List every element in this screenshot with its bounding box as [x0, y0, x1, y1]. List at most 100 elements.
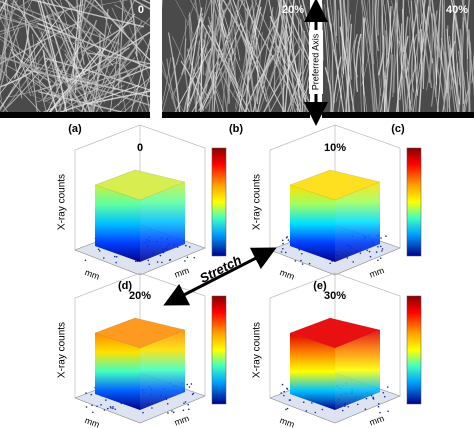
fiber [435, 0, 441, 97]
fiber [0, 41, 47, 110]
floor-dot [96, 405, 98, 408]
strain-label: 40% [446, 4, 468, 16]
fiber [231, 17, 241, 61]
fiber [293, 0, 310, 63]
fiber [238, 0, 262, 112]
fiber [87, 52, 150, 65]
floor-dot [85, 392, 87, 394]
fiber [49, 13, 136, 112]
fiber [345, 23, 352, 112]
fiber [419, 0, 433, 88]
strain-label: 30% [324, 290, 346, 302]
colorbar [406, 147, 422, 257]
fiber [95, 17, 150, 76]
fiber [426, 15, 431, 91]
floor-dot [187, 403, 190, 406]
floor-dot [91, 404, 93, 407]
fiber [234, 0, 240, 76]
fiber [434, 10, 440, 58]
fiber [200, 11, 223, 112]
fiber [362, 19, 375, 112]
stretch-arrow [163, 247, 277, 306]
fiber [377, 0, 380, 36]
floor-dot [285, 408, 287, 411]
fiber [180, 60, 205, 111]
fibers [162, 0, 310, 112]
side-face [140, 330, 185, 410]
fiber [6, 83, 63, 98]
fiber [168, 32, 180, 112]
fiber [67, 1, 102, 102]
fiber [463, 87, 470, 112]
fiber [405, 0, 419, 78]
side-face [95, 333, 140, 410]
strain-label: 10% [324, 142, 346, 154]
fiber [29, 0, 145, 28]
floor-dot [377, 405, 380, 408]
fiber [136, 75, 150, 112]
fiber [38, 91, 125, 112]
fiber [37, 0, 60, 82]
fiber [43, 62, 150, 103]
fiber [272, 0, 281, 45]
floor-dot [366, 249, 368, 252]
fiber [215, 0, 242, 112]
floor-dot [161, 261, 163, 264]
floor-dot [385, 235, 387, 237]
floor-dot [172, 411, 175, 414]
panel-label: (e) [313, 280, 327, 292]
fiber [188, 12, 193, 70]
floor-dot [106, 407, 109, 410]
fiber [285, 12, 302, 112]
sem-image: 20% (b) [162, 0, 310, 135]
floor-dot [169, 258, 172, 261]
floor-dot [381, 248, 384, 250]
fiber [418, 28, 423, 112]
top-face [94, 317, 186, 349]
fiber [448, 0, 455, 108]
fiber [288, 0, 310, 49]
fiber [130, 37, 150, 112]
floor-dot [364, 408, 367, 411]
fiber [446, 28, 458, 112]
floor-dot [281, 383, 284, 386]
floor-dot [308, 262, 311, 265]
fiber [400, 23, 405, 112]
fiber [234, 47, 257, 109]
colorbar [211, 295, 227, 405]
floor-dot [190, 383, 193, 385]
fiber [375, 0, 379, 52]
floor-dot [142, 411, 144, 414]
floor-dot [159, 254, 162, 257]
fiber [184, 19, 187, 75]
floor-dot [283, 394, 285, 397]
fiber [0, 6, 25, 19]
fiber [431, 0, 442, 61]
side-face [335, 182, 380, 262]
fiber [339, 26, 355, 112]
floor-dot [184, 401, 187, 403]
floor-dot [294, 260, 297, 262]
fiber [381, 88, 385, 112]
top-face [94, 169, 186, 201]
fiber [385, 79, 388, 112]
floor-dot [301, 252, 303, 255]
floor-dot [183, 402, 185, 404]
fiber [0, 38, 89, 112]
fiber [220, 0, 239, 63]
floor-dot [305, 410, 308, 412]
fiber [46, 14, 74, 112]
z-label: mm [173, 265, 191, 280]
floor-dot [192, 392, 195, 395]
fiber [90, 8, 109, 109]
floor-dot [311, 402, 313, 404]
floor-dot [387, 410, 389, 412]
z-label: mm [173, 413, 191, 428]
fiber [199, 0, 214, 84]
floor-dot [372, 398, 375, 400]
floor-dot [193, 256, 196, 259]
fiber [250, 24, 256, 67]
fiber [0, 11, 64, 95]
side-face [290, 185, 335, 262]
floor-dot [375, 251, 378, 253]
